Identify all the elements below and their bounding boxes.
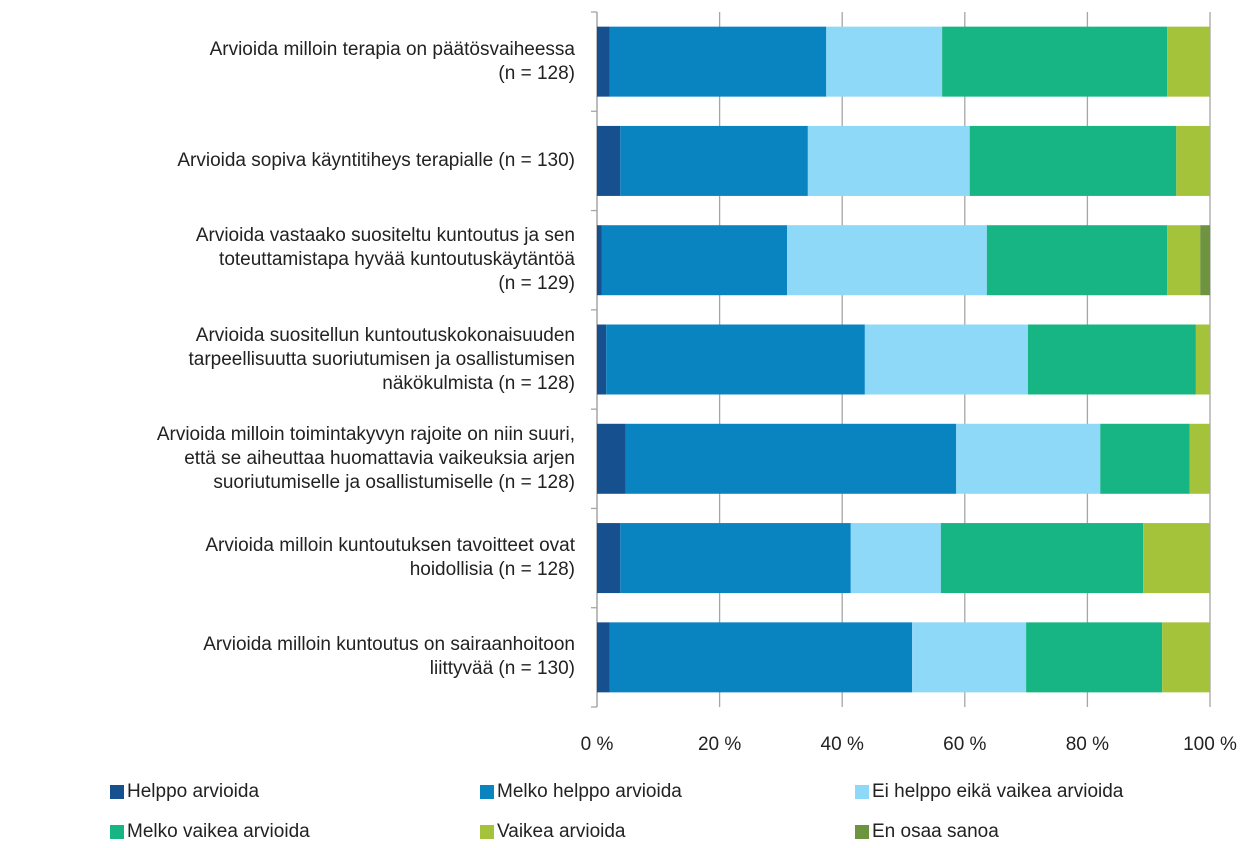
x-tick-label: 60 % xyxy=(943,734,986,755)
legend-swatch xyxy=(855,825,869,839)
bar xyxy=(1167,225,1201,296)
bar xyxy=(1162,622,1210,693)
legend-swatch xyxy=(110,825,124,839)
legend-swatch xyxy=(480,785,494,799)
bar xyxy=(912,622,1027,693)
legend-swatch xyxy=(480,825,494,839)
x-tick-label: 80 % xyxy=(1066,734,1109,755)
y-tick-label: Arvioida milloin toimintakyvyn rajoite o… xyxy=(156,423,575,493)
bar xyxy=(969,125,1177,196)
bar xyxy=(606,324,865,395)
bar xyxy=(597,125,621,196)
bar xyxy=(609,622,913,693)
bar xyxy=(1195,324,1210,395)
bar xyxy=(1189,423,1210,494)
legend-label: Melko vaikea arvioida xyxy=(127,821,310,842)
x-tick-label: 0 % xyxy=(581,734,614,755)
bar xyxy=(1100,423,1190,494)
bar xyxy=(956,423,1101,494)
bar xyxy=(597,26,610,97)
bar xyxy=(1027,324,1196,395)
bar xyxy=(625,423,957,494)
x-tick-label: 20 % xyxy=(698,734,741,755)
bar xyxy=(1176,125,1210,196)
bar xyxy=(597,423,626,494)
bar xyxy=(1026,622,1163,693)
legend-label: Melko helppo arvioida xyxy=(497,781,682,802)
bar xyxy=(597,324,607,395)
bar xyxy=(597,622,610,693)
bar xyxy=(1143,523,1210,594)
bar xyxy=(986,225,1168,296)
bar xyxy=(1167,26,1210,97)
bar xyxy=(940,523,1144,594)
y-tick-label: Arvioida sopiva käyntitiheys terapialle … xyxy=(177,149,575,171)
legend-swatch xyxy=(110,785,124,799)
y-tick-label: Arvioida suositellun kuntoutuskokonaisuu… xyxy=(188,324,575,394)
x-tick-label: 40 % xyxy=(821,734,864,755)
bar xyxy=(601,225,788,296)
legend-swatch xyxy=(855,785,869,799)
y-tick-label: Arvioida vastaako suositeltu kuntoutus j… xyxy=(195,225,575,295)
bar xyxy=(807,125,970,196)
bar xyxy=(609,26,827,97)
bar xyxy=(620,523,851,594)
legend-label: En osaa sanoa xyxy=(872,821,999,842)
legend-label: Helppo arvioida xyxy=(127,781,259,802)
y-tick-label: Arvioida milloin kuntoutus on sairaanhoi… xyxy=(203,634,575,680)
bar xyxy=(787,225,987,296)
bar xyxy=(1200,225,1210,296)
bar xyxy=(826,26,943,97)
legend-label: Vaikea arvioida xyxy=(497,821,626,842)
bar xyxy=(597,523,621,594)
y-tick-label: Arvioida milloin terapia on päätösvaihee… xyxy=(209,38,575,84)
bar xyxy=(942,26,1168,97)
legend-label: Ei helppo eikä vaikea arvioida xyxy=(872,781,1124,802)
bar xyxy=(620,125,808,196)
bar xyxy=(597,225,602,296)
bar xyxy=(850,523,941,594)
y-tick-label: Arvioida milloin kuntoutuksen tavoitteet… xyxy=(205,535,575,581)
bar xyxy=(864,324,1028,395)
x-tick-label: 100 % xyxy=(1183,734,1237,755)
